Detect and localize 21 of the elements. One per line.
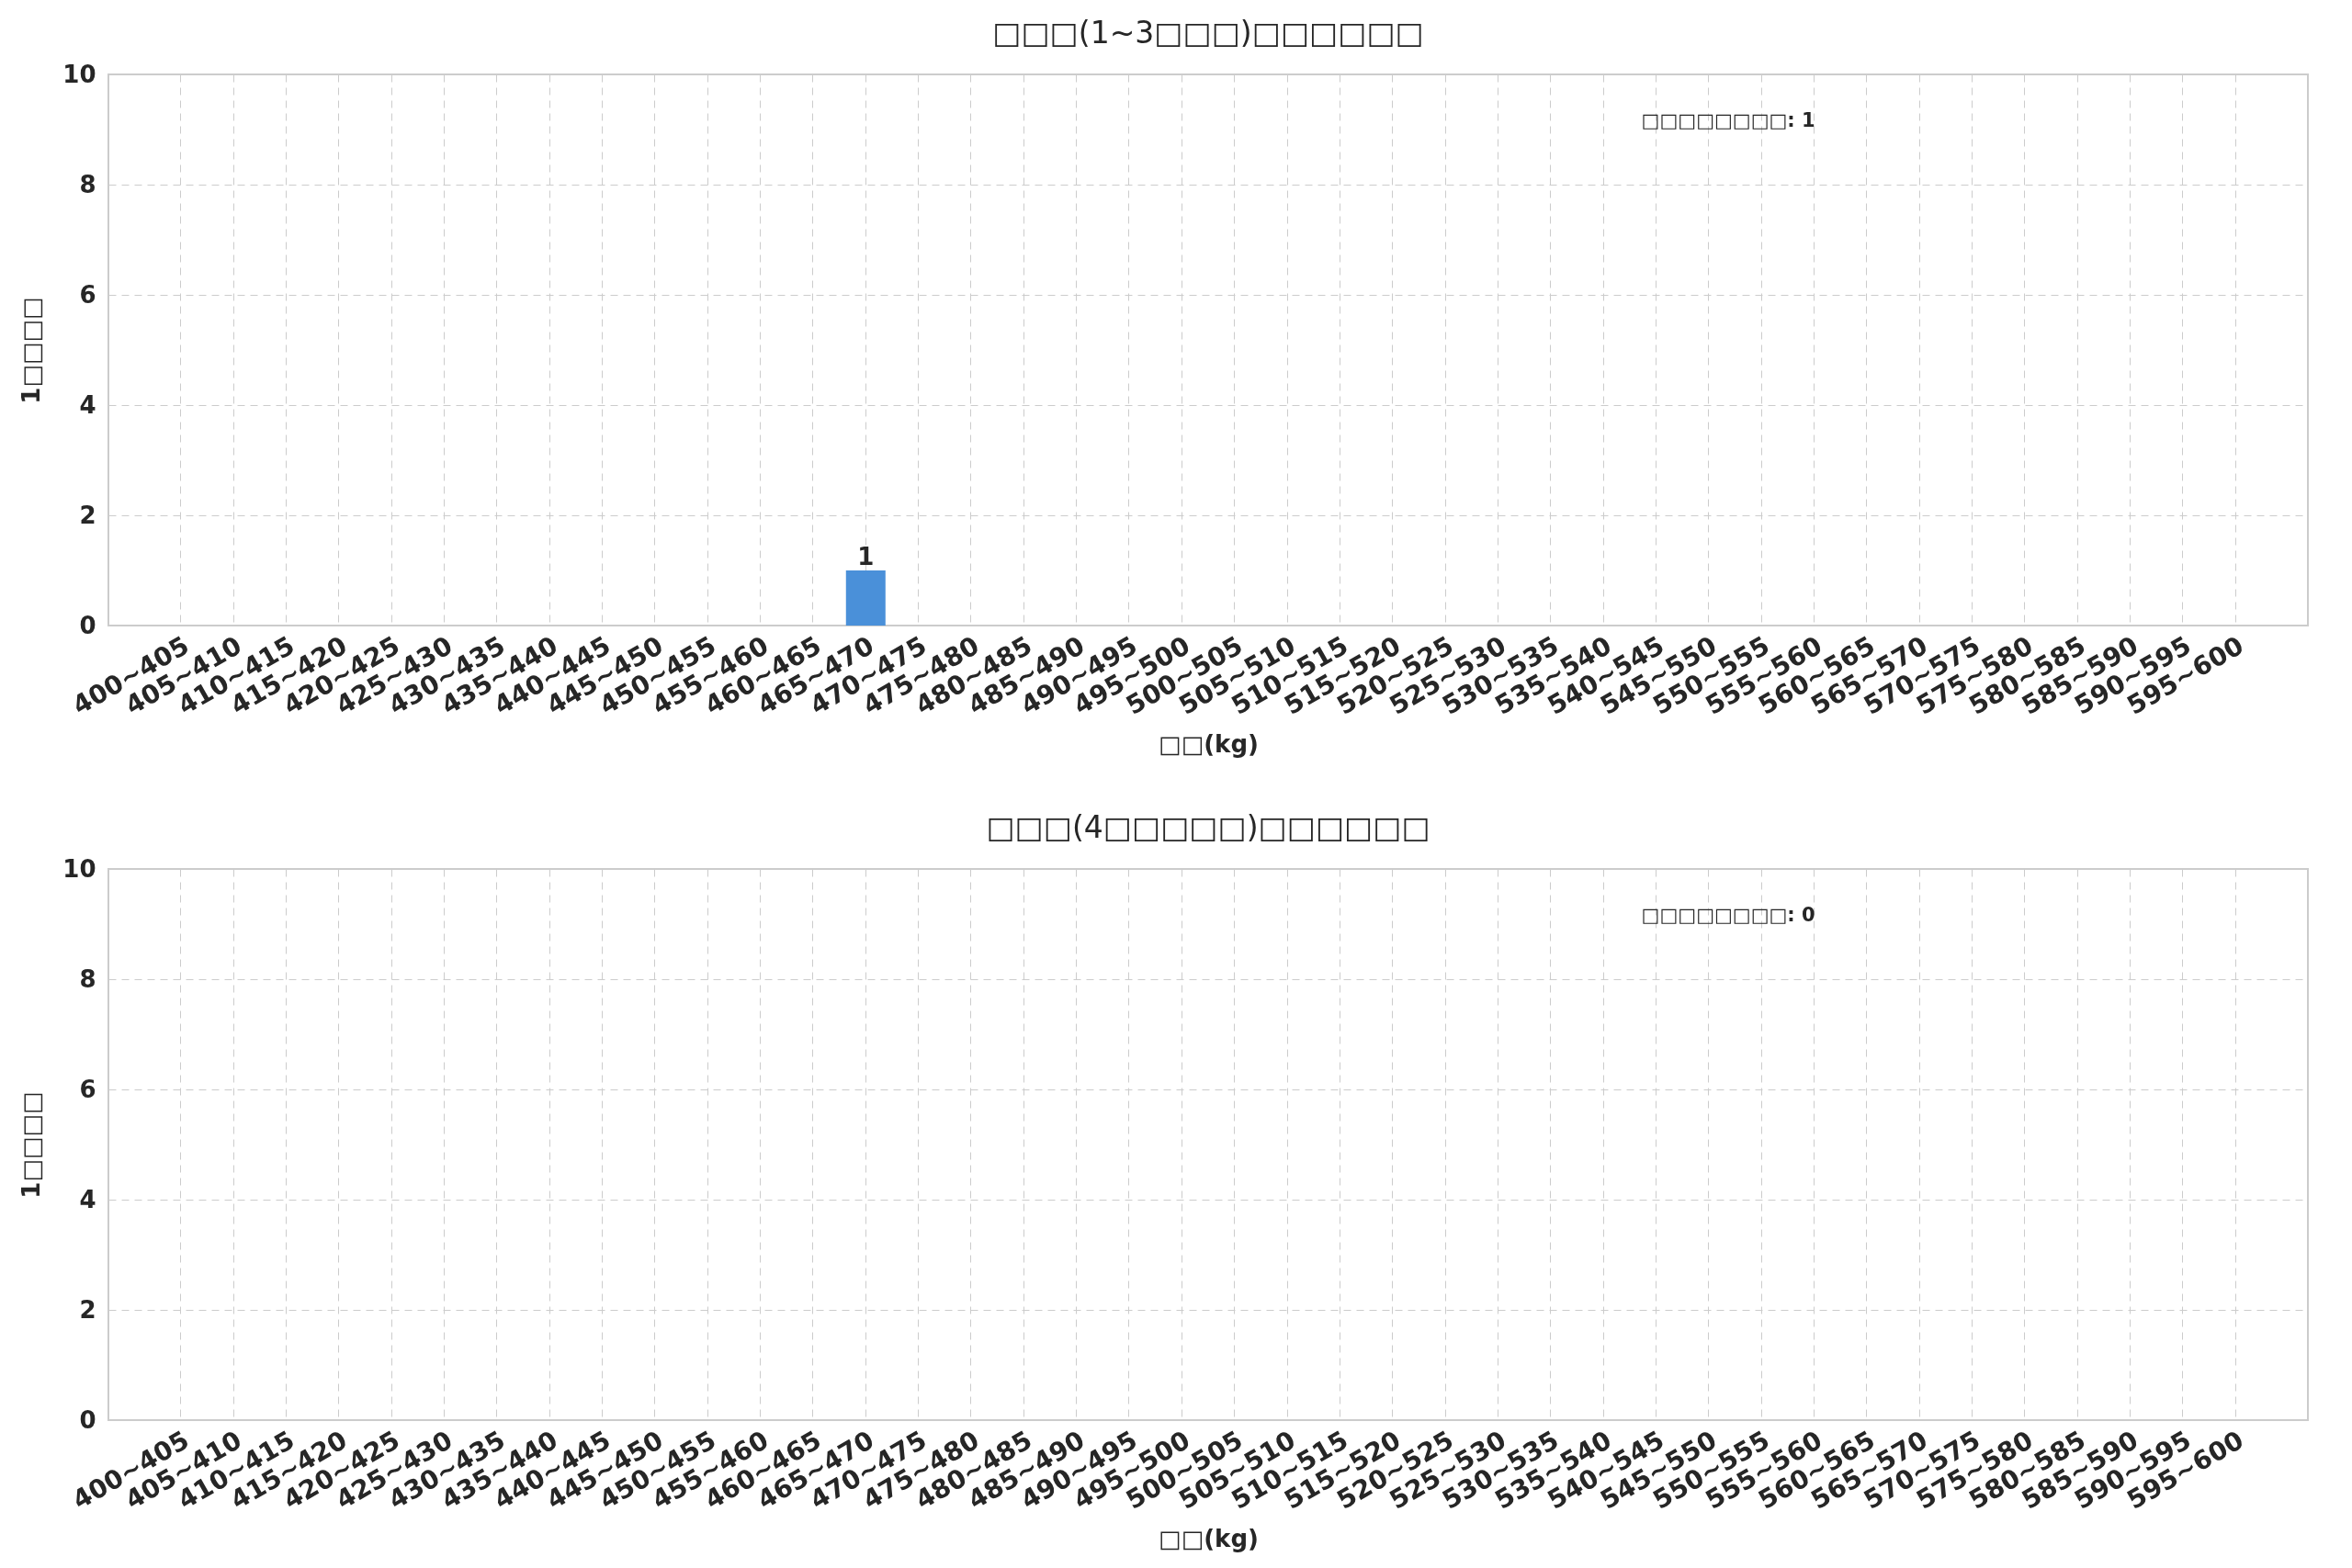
y-tick-label: 6 <box>79 1075 96 1103</box>
annotation: □□□□□□□□: 1 <box>1641 109 1815 131</box>
chart-title: □□□(1~3□□□)□□□□□□ <box>992 15 1424 51</box>
data-label: 1 <box>857 543 875 570</box>
y-tick-label: 10 <box>62 854 96 883</box>
y-tick-label: 0 <box>79 1405 96 1434</box>
chart-title: □□□(4□□□□□)□□□□□□ <box>986 809 1430 845</box>
x-axis-title: □□(kg) <box>1159 1524 1259 1552</box>
y-tick-label: 4 <box>79 390 96 419</box>
y-tick-label: 0 <box>79 611 96 639</box>
y-tick-label: 2 <box>79 501 96 529</box>
x-axis-title: □□(kg) <box>1159 729 1259 758</box>
annotation: □□□□□□□□: 0 <box>1641 904 1815 926</box>
y-tick-label: 6 <box>79 280 96 309</box>
y-axis-title: 1□□□□ <box>17 1091 46 1199</box>
y-tick-label: 2 <box>79 1295 96 1324</box>
y-tick-label: 10 <box>62 60 96 88</box>
y-tick-label: 8 <box>79 170 96 198</box>
y-tick-label: 4 <box>79 1185 96 1213</box>
y-tick-label: 8 <box>79 964 96 993</box>
y-axis-title: 1□□□□ <box>17 297 46 404</box>
